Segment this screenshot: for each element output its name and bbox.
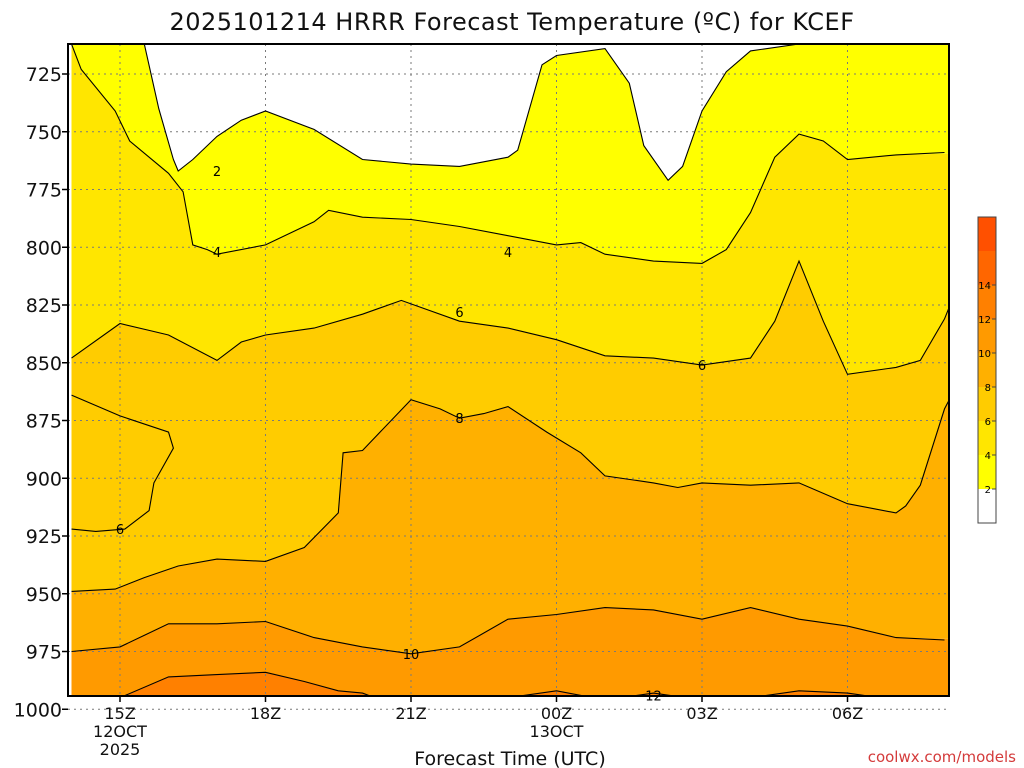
contour-label-2-0-0: 2 [213,165,221,180]
temp-band-8 [71,399,949,654]
temp-band-2 [71,44,949,264]
colorbar: 2 4 6 8 10 12 14 [977,216,997,524]
y-tick-label-750: 750 [26,122,62,144]
colorbar-frame [977,216,997,524]
x-tick-label-21-0: 21Z [395,704,426,723]
chart-title: 2025101214 HRRR Forecast Temperature (ºC… [169,8,854,36]
contour-label-10-5-0: 10 [403,648,420,663]
contour-label-6-2-1: 6 [698,359,706,374]
contour-4-1 [70,44,945,264]
colorbar-segment-14 [978,251,996,285]
axes: 725 750 775 800 825 850 875 900 925 950 975 1000 15Z… [14,43,950,759]
x-tick-label-15-1: 12OCT [93,722,147,741]
colorbar-segment-16 [978,217,996,251]
colorbar-label-4: 4 [985,451,991,462]
x-tick-label-24-0: 00Z [541,704,572,723]
plot-frame [67,43,950,697]
y-tick-label-825: 825 [26,295,62,317]
grid-lines [68,44,949,710]
y-tick-label-725: 725 [26,64,62,86]
contour-lines [70,44,949,696]
contour-label-6-2-0: 6 [455,306,463,321]
y-tick-label-1000: 1000 [14,699,62,721]
colorbar-segment-2 [978,455,996,489]
y-tick-label-900: 900 [26,468,62,490]
plot-area [68,44,949,696]
y-tick-label-925: 925 [26,526,62,548]
colorbar-segment-8 [978,353,996,387]
temp-band-6 [71,261,949,592]
y-tick-label-950: 950 [26,584,62,606]
colorbar-label-14: 14 [978,281,991,292]
colorbar-segment-0 [978,489,996,523]
temp-band-10 [71,607,949,696]
colorbar-label-2: 2 [985,485,991,496]
colorbar-label-10: 10 [978,349,991,360]
x-tick-label-18-0: 18Z [250,704,281,723]
contour-label-6-3-0: 6 [116,523,124,538]
contour-label-4-1-1: 4 [504,246,512,261]
y-tick-label-775: 775 [26,180,62,202]
colorbar-label-12: 12 [978,315,991,326]
contour-8-4 [71,399,949,592]
temp-band-12 [123,672,868,696]
x-tick-label-15-2: 2025 [100,740,141,759]
colorbar-segment-12 [978,285,996,319]
contour-12-6 [122,671,872,696]
x-axis-label: Forecast Time (UTC) [414,748,605,768]
x-tick-label-27-0: 03Z [686,704,717,723]
contour-6-2 [71,259,949,375]
contour-10-5 [71,607,945,655]
colorbar-segment-4 [978,421,996,455]
x-tick-label-30-0: 06Z [832,704,863,723]
y-tick-label-875: 875 [26,411,62,433]
colorbar-segment-10 [978,319,996,353]
credit-text[interactable]: coolwx.com/models [868,748,1016,766]
contour-6-3 [71,394,174,532]
x-tick-label-24-1: 13OCT [530,722,584,741]
colorbar-label-8: 8 [985,383,991,394]
y-tick-label-975: 975 [26,642,62,664]
colorbar-segment-6 [978,387,996,421]
temp-band-4 [71,44,949,375]
contour-label-8-4-0: 8 [455,412,463,427]
contour-label-4-1-0: 4 [213,246,221,261]
colorbar-label-6: 6 [985,417,991,428]
contour-2-0 [143,44,800,182]
temp-band-0 [71,44,949,181]
y-tick-label-850: 850 [26,353,62,375]
x-tick-label-15-0: 15Z [104,704,135,723]
y-tick-label-800: 800 [26,237,62,259]
